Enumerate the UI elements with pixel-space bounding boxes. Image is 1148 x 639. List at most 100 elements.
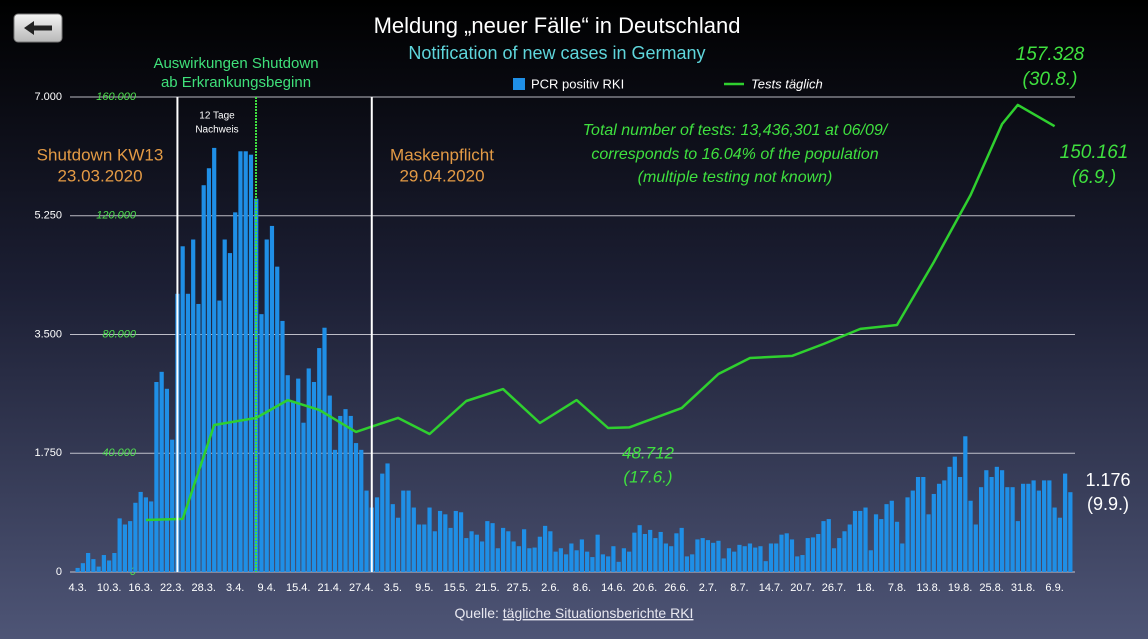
- point-label: (9.9.): [1087, 494, 1129, 514]
- bar: [863, 507, 868, 572]
- bar: [353, 443, 359, 572]
- x-tick-label: 21.5.: [475, 582, 499, 594]
- bar: [432, 531, 437, 572]
- bar: [574, 550, 579, 572]
- bar: [1031, 480, 1036, 572]
- bar: [774, 543, 779, 572]
- bar: [490, 523, 495, 572]
- bar: [852, 510, 858, 572]
- x-tick-label: 13.8.: [916, 582, 940, 594]
- bar: [942, 480, 947, 572]
- bar: [590, 557, 595, 572]
- point-label: (30.8.): [1023, 69, 1078, 90]
- bar: [296, 378, 301, 572]
- x-tick-label: 14.7.: [759, 582, 783, 594]
- source-prefix: Quelle:: [455, 605, 499, 621]
- x-tick-label: 22.3.: [160, 582, 184, 594]
- bar: [1042, 480, 1047, 572]
- x-tick-label: 26.6.: [664, 582, 688, 594]
- bar: [117, 518, 122, 572]
- x-tick-label: 16.3.: [128, 582, 152, 594]
- bar: [191, 239, 196, 572]
- bar: [721, 558, 726, 572]
- bar: [894, 521, 900, 572]
- point-label: 1.176: [1085, 470, 1130, 490]
- bar: [732, 551, 737, 572]
- bar: [716, 540, 721, 572]
- bar: [170, 439, 175, 572]
- bar: [138, 491, 143, 572]
- bar: [443, 514, 448, 572]
- span-label: Nachweis: [195, 125, 238, 136]
- bar: [758, 546, 763, 572]
- bar: [779, 534, 784, 572]
- bar: [595, 534, 600, 572]
- bar: [86, 553, 91, 572]
- bar: [905, 497, 910, 572]
- bar: [185, 293, 191, 572]
- bar: [768, 543, 774, 572]
- legend-label: PCR positiv RKI: [531, 76, 624, 91]
- bar: [669, 546, 674, 572]
- back-button[interactable]: [13, 13, 63, 43]
- back-arrow[interactable]: [24, 21, 52, 35]
- x-tick-label: 15.4.: [286, 582, 310, 594]
- bar: [128, 521, 133, 572]
- bar: [149, 501, 154, 572]
- point-label: 150.161: [1060, 142, 1129, 163]
- bar: [238, 151, 243, 573]
- bar: [663, 543, 669, 572]
- source-link[interactable]: tägliche Situationsberichte RKI: [503, 605, 694, 621]
- bar: [327, 395, 332, 572]
- bar: [495, 548, 500, 572]
- point-label: 157.328: [1016, 44, 1085, 65]
- x-tick-label: 8.7.: [730, 582, 748, 594]
- bar: [416, 524, 422, 572]
- point-label: 48.712: [622, 443, 675, 462]
- x-tick-label: 20.7.: [790, 582, 814, 594]
- bar: [107, 560, 112, 572]
- bar: [1010, 487, 1015, 572]
- bar: [259, 314, 264, 572]
- overlay: PCR positiv RKI Tests täglich: [145, 76, 1056, 572]
- bar: [679, 527, 684, 572]
- bar: [1020, 483, 1026, 572]
- bar: [915, 477, 921, 572]
- x-tick-label: 15.5.: [444, 582, 468, 594]
- bar: [343, 409, 348, 572]
- bar: [159, 371, 164, 572]
- tests-note: corresponds to 16.04% of the population: [591, 146, 878, 163]
- y-tick-label: 0: [56, 566, 62, 578]
- bar: [889, 500, 894, 572]
- bar: [322, 327, 327, 572]
- bar: [1047, 480, 1052, 572]
- bar: [448, 527, 453, 572]
- bar: [805, 538, 810, 572]
- event-date: 23.03.2020: [57, 166, 142, 185]
- bar: [1063, 473, 1068, 572]
- bar: [469, 531, 474, 572]
- bar: [795, 556, 800, 572]
- bar: [984, 470, 989, 572]
- bar: [196, 303, 201, 572]
- bar: [569, 543, 574, 572]
- bar: [784, 533, 789, 572]
- legend-label: Tests täglich: [751, 76, 823, 91]
- bar: [952, 456, 957, 572]
- bar: [91, 559, 96, 572]
- bar: [543, 525, 548, 572]
- bar: [957, 477, 963, 572]
- bar: [842, 531, 847, 572]
- y2-tick-label: 120.000: [96, 210, 137, 222]
- bar: [406, 490, 411, 572]
- bar: [585, 551, 590, 572]
- bar: [401, 490, 406, 572]
- bar: [359, 449, 364, 572]
- bar: [511, 541, 516, 572]
- bar: [532, 547, 537, 572]
- bar: [994, 466, 999, 572]
- x-tick-label: 21.4.: [318, 582, 342, 594]
- x-tick-label: 4.3.: [68, 582, 86, 594]
- x-tick-label: 9.5.: [415, 582, 433, 594]
- x-tick-label: 2.6.: [541, 582, 559, 594]
